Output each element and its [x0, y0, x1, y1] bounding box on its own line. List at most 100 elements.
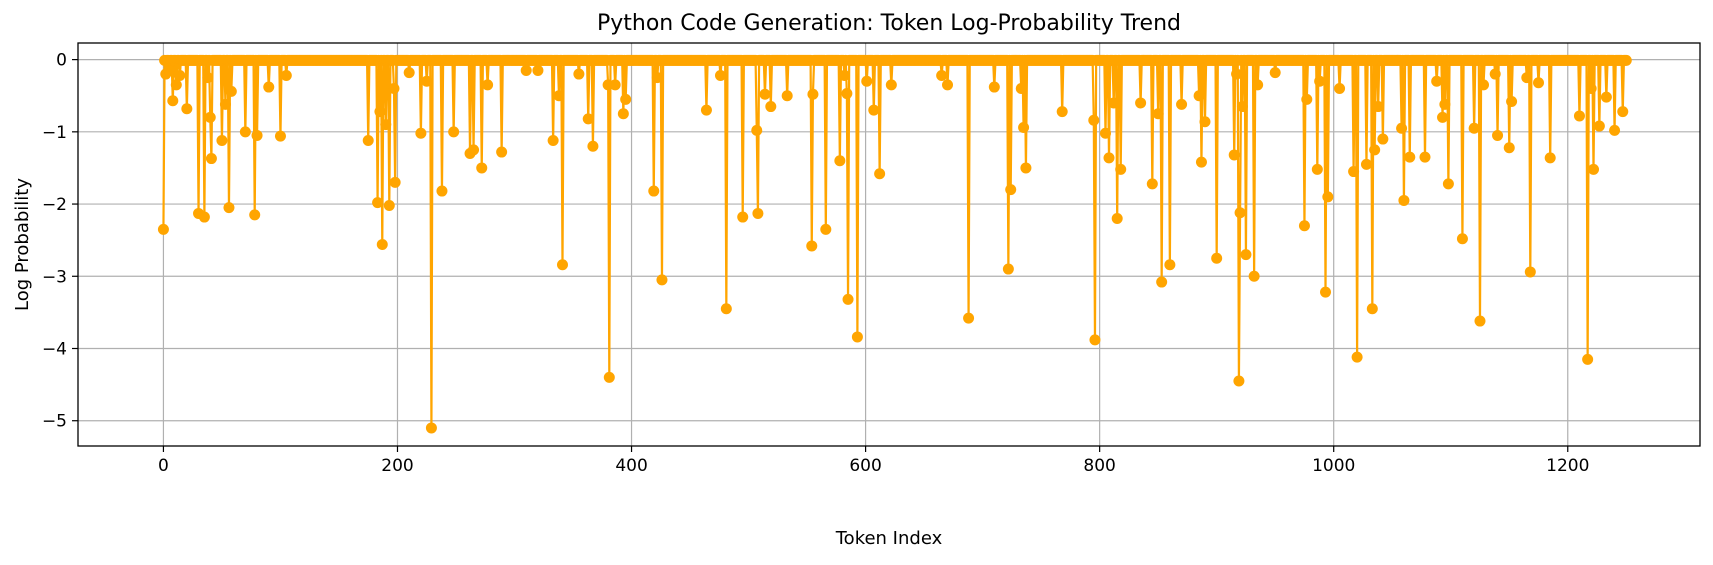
y-axis-label: Log Probability — [12, 178, 33, 311]
data-point — [553, 90, 565, 102]
x-axis-label: Token Index — [835, 528, 943, 549]
y-tick-label: 0 — [56, 51, 67, 71]
data-point — [1544, 152, 1556, 164]
data-point — [157, 223, 169, 235]
data-point — [170, 79, 182, 91]
data-point — [936, 70, 948, 81]
data-point — [1152, 108, 1164, 120]
data-point — [421, 75, 433, 87]
data-point — [851, 331, 863, 343]
data-point — [1593, 120, 1605, 132]
data-point — [1588, 163, 1600, 175]
data-point — [1492, 129, 1504, 141]
y-tick-label: −1 — [42, 123, 67, 143]
data-point — [714, 70, 726, 81]
data-point — [1468, 122, 1480, 134]
data-point — [448, 126, 460, 138]
data-point — [1366, 303, 1378, 315]
data-point — [737, 211, 749, 223]
data-point — [1193, 90, 1205, 102]
data-point — [620, 93, 632, 105]
data-point — [436, 185, 448, 197]
data-point — [167, 95, 179, 107]
data-point — [1233, 375, 1245, 387]
data-point — [1437, 111, 1449, 123]
data-point — [617, 108, 629, 120]
data-point — [216, 135, 228, 146]
axis-ticks: 0 200 400 600 800 1000 1200 0 −1 −2 −3 −4 −5 — [42, 51, 1589, 476]
data-point — [1311, 163, 1323, 175]
grid-lines — [78, 43, 1700, 446]
data-point — [1018, 122, 1030, 133]
data-point — [249, 209, 261, 221]
data-point — [1135, 97, 1147, 109]
chart-title: Python Code Generation: Token Log-Probab… — [597, 11, 1181, 36]
data-point — [1298, 220, 1310, 232]
data-point — [532, 64, 544, 76]
data-point — [1111, 213, 1123, 224]
data-point — [759, 88, 771, 100]
x-tick-label: 1000 — [1312, 456, 1355, 476]
data-point — [1533, 77, 1544, 89]
data-point — [1211, 252, 1223, 264]
data-point — [861, 75, 873, 87]
data-point — [874, 168, 886, 180]
x-tick-label: 0 — [158, 456, 169, 476]
data-point — [1103, 152, 1115, 164]
data-point — [1020, 162, 1032, 174]
data-point — [1176, 98, 1188, 110]
data-point — [587, 140, 599, 152]
data-point — [1108, 97, 1120, 109]
data-point — [868, 104, 880, 116]
data-point — [1240, 249, 1252, 261]
data-point — [963, 312, 975, 324]
data-point — [380, 119, 392, 131]
data-point — [1005, 184, 1017, 196]
data-point — [656, 274, 668, 286]
data-point — [603, 371, 615, 383]
data-point — [1056, 106, 1068, 118]
y-tick-label: −4 — [42, 340, 67, 360]
data-point — [752, 207, 764, 219]
data-point — [1474, 315, 1486, 327]
data-point — [1398, 194, 1410, 206]
data-point — [1115, 163, 1127, 175]
data-point — [1320, 286, 1332, 298]
data-point — [1231, 68, 1243, 80]
data-point — [1015, 83, 1027, 94]
data-point — [1585, 83, 1597, 94]
data-point — [1322, 191, 1334, 203]
data-point — [651, 72, 663, 84]
data-point — [1419, 151, 1431, 163]
data-point — [1478, 79, 1489, 91]
data-point — [1334, 83, 1346, 94]
data-point — [1002, 263, 1014, 275]
data-point — [219, 98, 231, 110]
data-point — [1234, 207, 1246, 219]
data-point — [181, 103, 193, 115]
data-point — [1372, 101, 1384, 113]
data-point — [648, 185, 660, 197]
data-point — [1301, 93, 1313, 105]
data-point — [885, 79, 897, 91]
series-log-probability — [157, 54, 1632, 434]
data-point — [807, 88, 819, 100]
data-point — [1609, 124, 1621, 136]
data-point — [1456, 233, 1468, 245]
y-tick-label: −2 — [42, 195, 67, 215]
data-point — [1236, 101, 1248, 113]
data-point — [1503, 142, 1515, 154]
data-point — [1314, 75, 1326, 87]
data-point — [1617, 106, 1629, 118]
data-point — [251, 129, 263, 141]
data-point — [842, 293, 854, 305]
data-point — [1524, 266, 1536, 278]
data-point — [806, 240, 818, 252]
data-point — [609, 79, 621, 91]
x-tick-label: 200 — [381, 456, 413, 476]
data-point — [1228, 149, 1240, 161]
data-point — [496, 146, 508, 158]
data-point — [820, 223, 832, 235]
data-point — [1489, 68, 1501, 80]
